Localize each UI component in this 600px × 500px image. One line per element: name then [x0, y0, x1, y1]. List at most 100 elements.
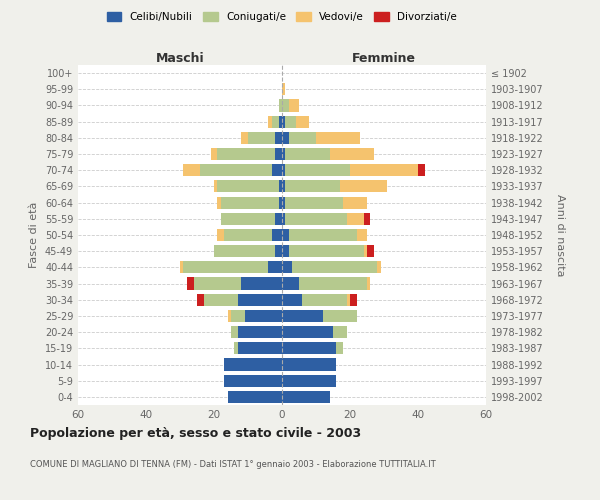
Bar	[282, 391, 329, 403]
Bar	[282, 83, 286, 96]
Bar	[197, 294, 204, 306]
Bar	[217, 229, 224, 241]
Bar	[245, 310, 282, 322]
Bar	[282, 262, 292, 274]
Bar	[187, 278, 194, 289]
Bar	[296, 116, 309, 128]
Text: Femmine: Femmine	[352, 52, 416, 65]
Text: COMUNE DI MAGLIANO DI TENNA (FM) - Dati ISTAT 1° gennaio 2003 - Elaborazione TUT: COMUNE DI MAGLIANO DI TENNA (FM) - Dati …	[30, 460, 436, 469]
Bar	[282, 326, 333, 338]
Bar	[289, 100, 299, 112]
Bar	[200, 164, 272, 176]
Bar	[282, 212, 286, 225]
Bar	[282, 132, 289, 144]
Bar	[323, 310, 357, 322]
Bar	[211, 148, 217, 160]
Bar	[224, 229, 272, 241]
Bar	[289, 245, 364, 258]
Bar	[275, 148, 282, 160]
Bar	[238, 342, 282, 354]
Bar	[282, 294, 302, 306]
Y-axis label: Fasce di età: Fasce di età	[29, 202, 39, 268]
Bar	[350, 294, 357, 306]
Bar	[289, 132, 316, 144]
Text: Popolazione per età, sesso e stato civile - 2003: Popolazione per età, sesso e stato civil…	[30, 428, 361, 440]
Legend: Celibi/Nubili, Coniugati/e, Vedovi/e, Divorziati/e: Celibi/Nubili, Coniugati/e, Vedovi/e, Di…	[103, 8, 461, 26]
Bar	[367, 245, 374, 258]
Bar	[299, 278, 367, 289]
Bar	[221, 196, 278, 208]
Bar	[272, 116, 278, 128]
Bar	[282, 245, 289, 258]
Bar	[227, 391, 282, 403]
Bar	[286, 164, 350, 176]
Bar	[282, 148, 286, 160]
Bar	[275, 132, 282, 144]
Bar	[217, 180, 278, 192]
Bar	[214, 245, 275, 258]
Bar	[241, 278, 282, 289]
Y-axis label: Anni di nascita: Anni di nascita	[555, 194, 565, 276]
Bar	[278, 196, 282, 208]
Bar	[329, 148, 374, 160]
Bar	[275, 245, 282, 258]
Bar	[180, 262, 184, 274]
Bar	[418, 164, 425, 176]
Bar	[337, 342, 343, 354]
Bar	[286, 196, 343, 208]
Bar	[238, 294, 282, 306]
Bar	[340, 180, 388, 192]
Bar	[184, 262, 268, 274]
Bar	[377, 262, 380, 274]
Bar	[204, 294, 238, 306]
Bar	[357, 229, 367, 241]
Bar	[275, 212, 282, 225]
Bar	[272, 164, 282, 176]
Bar	[194, 278, 241, 289]
Bar	[238, 326, 282, 338]
Bar	[282, 310, 323, 322]
Bar	[343, 196, 367, 208]
Bar	[282, 342, 337, 354]
Bar	[282, 229, 289, 241]
Bar	[217, 196, 221, 208]
Bar	[227, 310, 231, 322]
Bar	[286, 180, 340, 192]
Bar	[224, 358, 282, 370]
Bar	[248, 132, 275, 144]
Bar	[286, 148, 329, 160]
Bar	[282, 180, 286, 192]
Bar	[347, 212, 364, 225]
Bar	[282, 374, 337, 387]
Bar	[316, 132, 360, 144]
Bar	[333, 326, 347, 338]
Bar	[282, 116, 286, 128]
Bar	[184, 164, 200, 176]
Bar	[289, 229, 357, 241]
Bar	[286, 212, 347, 225]
Bar	[278, 100, 282, 112]
Bar	[217, 148, 275, 160]
Bar	[272, 229, 282, 241]
Bar	[286, 116, 296, 128]
Bar	[268, 262, 282, 274]
Bar	[292, 262, 377, 274]
Bar	[231, 310, 245, 322]
Bar	[364, 212, 370, 225]
Bar	[282, 100, 289, 112]
Bar	[282, 196, 286, 208]
Bar	[302, 294, 347, 306]
Bar	[350, 164, 418, 176]
Bar	[278, 116, 282, 128]
Bar	[235, 342, 238, 354]
Bar	[367, 278, 370, 289]
Bar	[282, 358, 337, 370]
Bar	[282, 278, 299, 289]
Bar	[268, 116, 272, 128]
Bar	[221, 212, 275, 225]
Bar	[214, 180, 217, 192]
Bar	[278, 180, 282, 192]
Bar	[347, 294, 350, 306]
Bar	[224, 374, 282, 387]
Bar	[364, 245, 367, 258]
